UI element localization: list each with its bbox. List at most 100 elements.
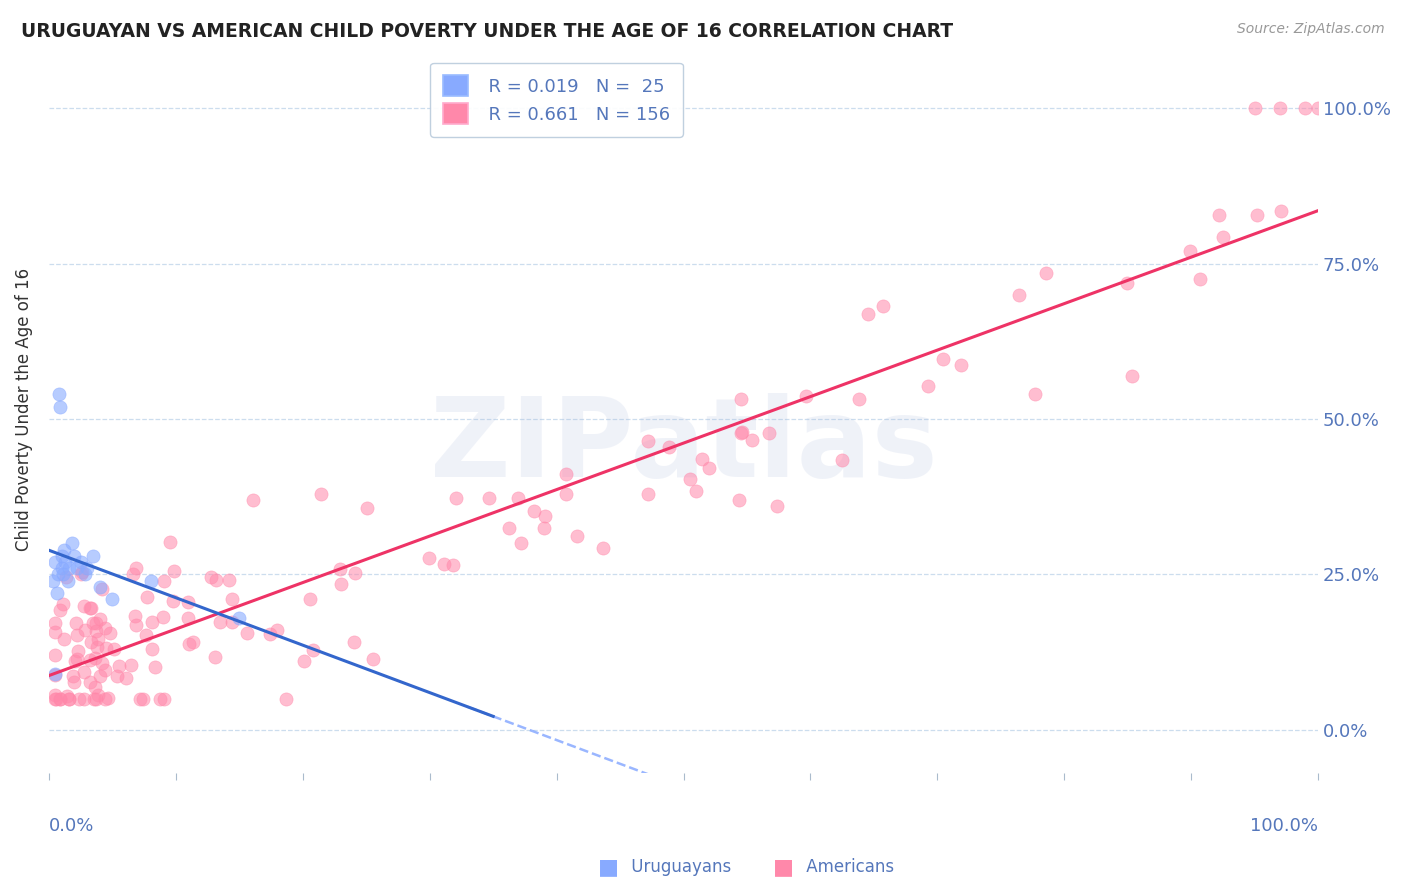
Point — [949, 358, 972, 372]
Point — [124, 561, 146, 575]
Text: ZIPatlas: ZIPatlas — [430, 392, 938, 500]
Point — [342, 635, 364, 649]
Point — [87, 632, 110, 647]
Point — [56, 689, 79, 703]
Point — [66, 561, 89, 575]
Point — [794, 389, 817, 403]
Point — [1308, 101, 1330, 115]
Point — [758, 425, 780, 440]
Point — [67, 691, 90, 706]
Point — [1024, 387, 1046, 401]
Point — [200, 570, 222, 584]
Y-axis label: Child Poverty Under the Age of 16: Child Poverty Under the Age of 16 — [15, 268, 32, 551]
Point — [1243, 101, 1265, 115]
Point — [45, 586, 67, 600]
Point — [73, 691, 96, 706]
Point — [1115, 276, 1137, 290]
Point — [49, 400, 72, 414]
Point — [82, 616, 104, 631]
Point — [114, 671, 136, 685]
Point — [79, 675, 101, 690]
Point — [83, 691, 105, 706]
Point — [179, 637, 201, 651]
Point — [70, 565, 93, 579]
Point — [1246, 208, 1268, 222]
Point — [66, 628, 89, 642]
Point — [1294, 101, 1316, 115]
Point — [259, 626, 281, 640]
Point — [208, 615, 231, 629]
Point — [302, 643, 325, 657]
Point — [120, 658, 142, 673]
Point — [73, 665, 96, 680]
Point — [84, 624, 107, 639]
Point — [1121, 369, 1143, 384]
Point — [73, 599, 96, 613]
Point — [46, 567, 69, 582]
Legend:   R = 0.019   N =  25,   R = 0.661   N = 156: R = 0.019 N = 25, R = 0.661 N = 156 — [430, 62, 683, 136]
Point — [55, 555, 77, 569]
Point — [97, 690, 120, 705]
Point — [149, 691, 172, 706]
Point — [831, 453, 853, 467]
Point — [162, 594, 184, 608]
Point — [62, 675, 84, 690]
Point — [53, 542, 76, 557]
Point — [508, 491, 530, 506]
Point — [204, 650, 226, 665]
Point — [1008, 288, 1031, 302]
Point — [44, 615, 66, 630]
Point — [56, 574, 79, 588]
Point — [58, 561, 80, 575]
Point — [141, 642, 163, 657]
Point — [42, 574, 65, 588]
Point — [176, 595, 198, 609]
Point — [872, 299, 894, 313]
Point — [139, 574, 162, 588]
Point — [141, 615, 163, 629]
Point — [292, 654, 315, 668]
Point — [58, 691, 80, 706]
Point — [510, 536, 533, 550]
Point — [103, 642, 125, 657]
Point — [83, 651, 105, 665]
Point — [221, 615, 243, 629]
Point — [728, 492, 751, 507]
Point — [76, 561, 98, 575]
Point — [242, 493, 264, 508]
Point — [444, 491, 467, 505]
Point — [89, 669, 111, 683]
Text: URUGUAYAN VS AMERICAN CHILD POVERTY UNDER THE AGE OF 16 CORRELATION CHART: URUGUAYAN VS AMERICAN CHILD POVERTY UNDE… — [21, 22, 953, 41]
Point — [83, 681, 105, 695]
Point — [101, 592, 124, 607]
Text: Uruguayans: Uruguayans — [626, 858, 731, 876]
Point — [94, 691, 117, 706]
Point — [181, 635, 204, 649]
Point — [70, 566, 93, 581]
Point — [534, 509, 557, 524]
Point — [55, 570, 77, 584]
Point — [152, 574, 174, 589]
Point — [441, 558, 464, 572]
Point — [329, 562, 352, 576]
Point — [361, 652, 384, 666]
Text: 0.0%: 0.0% — [49, 817, 94, 835]
Point — [128, 691, 150, 706]
Point — [1270, 204, 1292, 219]
Point — [66, 644, 89, 658]
Point — [765, 499, 787, 513]
Point — [356, 501, 378, 516]
Point — [62, 669, 84, 683]
Point — [122, 566, 145, 581]
Point — [678, 472, 700, 486]
Point — [89, 612, 111, 626]
Point — [48, 387, 70, 401]
Point — [66, 652, 89, 666]
Point — [1212, 229, 1234, 244]
Point — [53, 632, 76, 647]
Point — [418, 551, 440, 566]
Point — [685, 483, 707, 498]
Point — [65, 615, 87, 630]
Point — [86, 689, 108, 703]
Point — [274, 691, 297, 706]
